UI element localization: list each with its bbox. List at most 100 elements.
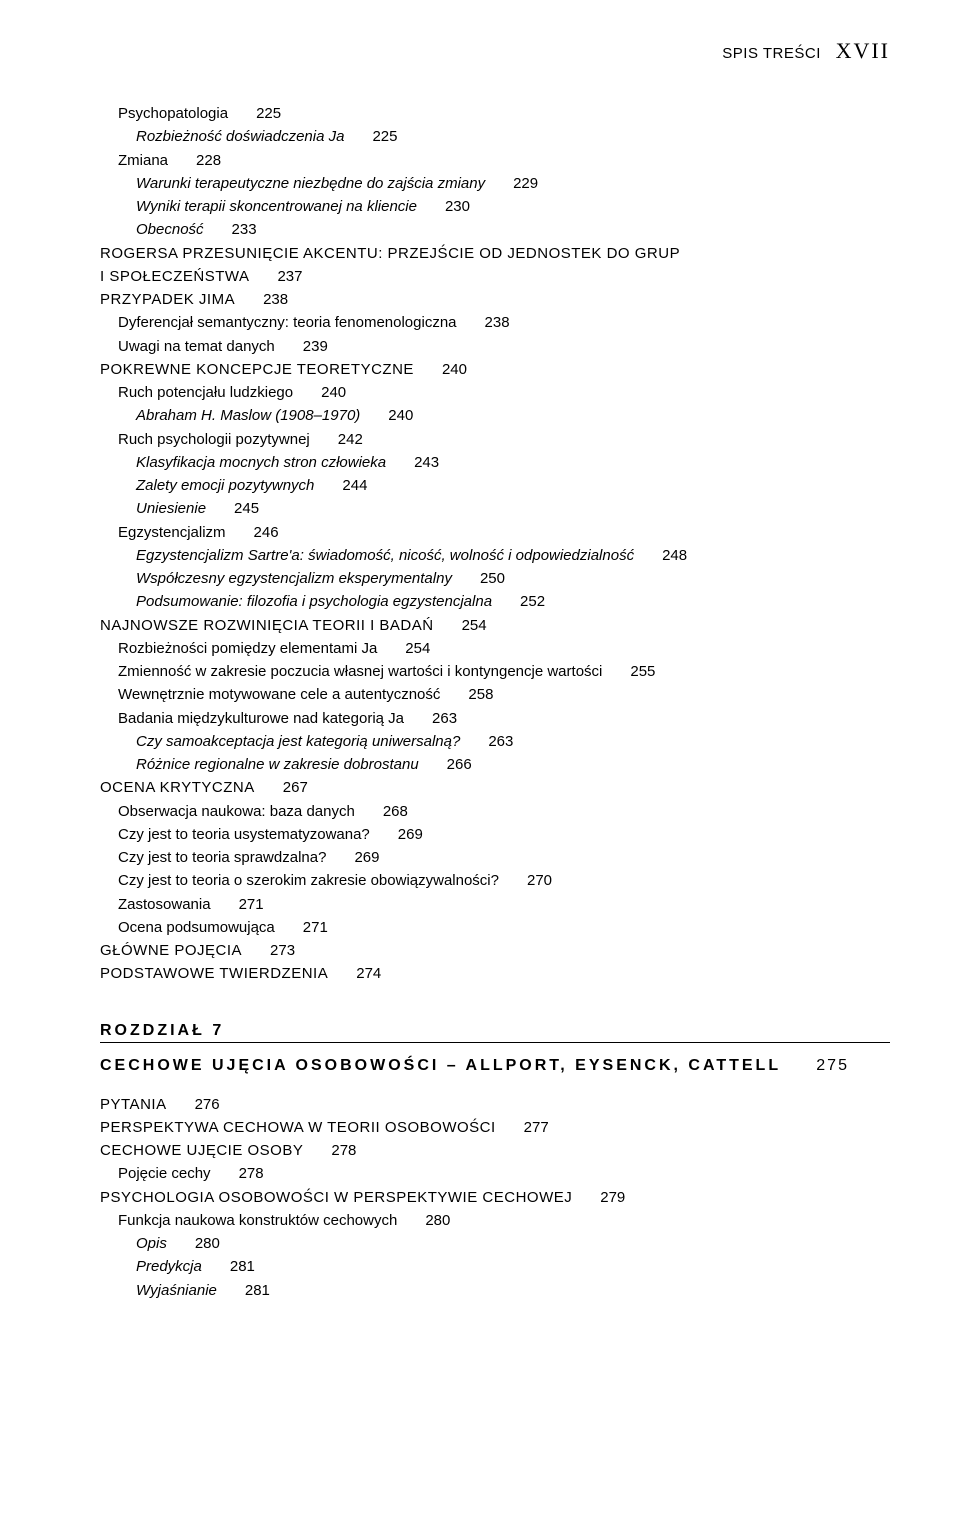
toc-text: Rozbieżność doświadczenia Ja xyxy=(136,128,344,145)
toc-line: Czy jest to teoria sprawdzalna?269 xyxy=(100,846,890,869)
toc-line: Ruch potencjału ludzkiego240 xyxy=(100,381,890,404)
toc-text: Dyferencjał semantyczny: teoria fenomeno… xyxy=(118,314,457,331)
toc-page: 255 xyxy=(630,663,655,680)
chapter-page: 275 xyxy=(816,1057,849,1074)
toc-text: ROGERSA PRZESUNIĘCIE AKCENTU: PRZEJŚCIE … xyxy=(100,245,680,262)
toc-text: Wyniki terapii skoncentrowanej na klienc… xyxy=(136,198,417,215)
page: SPIS TREŚCI XVII Psychopatologia225Rozbi… xyxy=(0,0,960,1522)
toc-line: Zastosowania271 xyxy=(100,893,890,916)
toc-line: PERSPEKTYWA CECHOWA W TEORII OSOBOWOŚCI2… xyxy=(100,1116,890,1139)
toc-line: Podsumowanie: filozofia i psychologia eg… xyxy=(100,590,890,613)
toc-text: PYTANIA xyxy=(100,1096,167,1113)
toc-text: Abraham H. Maslow (1908–1970) xyxy=(136,407,360,424)
toc-line: Rozbieżność doświadczenia Ja 225 xyxy=(100,125,890,148)
header-label: SPIS TREŚCI xyxy=(722,45,821,62)
toc-page: 248 xyxy=(662,547,687,564)
toc-page: 258 xyxy=(468,686,493,703)
toc-text: Psychopatologia xyxy=(118,105,228,122)
toc-text: Zastosowania xyxy=(118,896,211,913)
toc-line: CECHOWE UJĘCIE OSOBY 278 xyxy=(100,1139,890,1162)
toc-text: I SPOŁECZEŃSTWA xyxy=(100,268,249,285)
toc-line: Warunki terapeutyczne niezbędne do zajśc… xyxy=(100,172,890,195)
toc-page: 242 xyxy=(338,431,363,448)
toc-line: Wewnętrznie motywowane cele a autentyczn… xyxy=(100,683,890,706)
toc-page: 250 xyxy=(480,570,505,587)
toc-text: Zmienność w zakresie poczucia własnej wa… xyxy=(118,663,602,680)
toc-line: PSYCHOLOGIA OSOBOWOŚCI W PERSPEKTYWIE CE… xyxy=(100,1186,890,1209)
toc-page: 276 xyxy=(195,1096,220,1113)
toc-line: Pojęcie cechy278 xyxy=(100,1162,890,1185)
toc-line: Ocena podsumowująca271 xyxy=(100,916,890,939)
toc-line: Czy jest to teoria o szerokim zakresie o… xyxy=(100,869,890,892)
toc-text: PSYCHOLOGIA OSOBOWOŚCI W PERSPEKTYWIE CE… xyxy=(100,1189,572,1206)
toc-page: 281 xyxy=(230,1258,255,1275)
toc-text: Czy jest to teoria usystematyzowana? xyxy=(118,826,370,843)
toc-line: Czy samoakceptacja jest kategorią uniwer… xyxy=(100,730,890,753)
toc-page: 237 xyxy=(277,268,302,285)
toc-page: 246 xyxy=(254,524,279,541)
toc-page: 271 xyxy=(303,919,328,936)
toc-page: 238 xyxy=(485,314,510,331)
toc-text: Uniesienie xyxy=(136,500,206,517)
toc-text: CECHOWE UJĘCIE OSOBY xyxy=(100,1142,303,1159)
toc-page: 273 xyxy=(270,942,295,959)
toc-line: Egzystencjalizm Sartre'a: świadomość, ni… xyxy=(100,544,890,567)
toc-line: ROGERSA PRZESUNIĘCIE AKCENTU: PRZEJŚCIE … xyxy=(100,242,890,265)
chapter-heading: CECHOWE UJĘCIA OSOBOWOŚCI – ALLPORT, EYS… xyxy=(100,1057,890,1075)
toc-page: 279 xyxy=(600,1189,625,1206)
toc-line: NAJNOWSZE ROZWINIĘCIA TEORII I BADAŃ254 xyxy=(100,614,890,637)
toc-page: 228 xyxy=(196,152,221,169)
toc-page: 267 xyxy=(283,779,308,796)
toc-text: Czy jest to teoria o szerokim zakresie o… xyxy=(118,872,499,889)
chapter-title-text: CECHOWE UJĘCIA OSOBOWOŚCI – ALLPORT, EYS… xyxy=(100,1057,781,1074)
toc-page: 230 xyxy=(445,198,470,215)
toc-line: Badania międzykulturowe nad kategorią Ja… xyxy=(100,707,890,730)
toc-text: Badania międzykulturowe nad kategorią Ja xyxy=(118,710,404,727)
toc-line: Zalety emocji pozytywnych244 xyxy=(100,474,890,497)
toc-line: Wyniki terapii skoncentrowanej na klienc… xyxy=(100,195,890,218)
toc-text: Czy samoakceptacja jest kategorią uniwer… xyxy=(136,733,460,750)
toc-page: 240 xyxy=(388,407,413,424)
toc-line: Ruch psychologii pozytywnej242 xyxy=(100,428,890,451)
toc-page: 278 xyxy=(331,1142,356,1159)
toc-page: 266 xyxy=(447,756,472,773)
toc-line: PRZYPADEK JIMA238 xyxy=(100,288,890,311)
toc-page: 281 xyxy=(245,1282,270,1299)
toc-page: 280 xyxy=(425,1212,450,1229)
toc-line: POKREWNE KONCEPCJE TEORETYCZNE 240 xyxy=(100,358,890,381)
toc-text: Ruch potencjału ludzkiego xyxy=(118,384,293,401)
toc-line: GŁÓWNE POJĘCIA273 xyxy=(100,939,890,962)
toc-text: POKREWNE KONCEPCJE TEORETYCZNE xyxy=(100,361,414,378)
toc-text: PERSPEKTYWA CECHOWA W TEORII OSOBOWOŚCI xyxy=(100,1119,496,1136)
toc-text: Egzystencjalizm xyxy=(118,524,226,541)
toc-line: Abraham H. Maslow (1908–1970) 240 xyxy=(100,404,890,427)
toc-page: 244 xyxy=(342,477,367,494)
toc-line: Wyjaśnianie 281 xyxy=(100,1279,890,1302)
toc-page: 225 xyxy=(256,105,281,122)
toc-text: PRZYPADEK JIMA xyxy=(100,291,235,308)
toc-line: Współczesny egzystencjalizm eksperymenta… xyxy=(100,567,890,590)
toc-text: Rozbieżności pomiędzy elementami Ja xyxy=(118,640,377,657)
toc-line: I SPOŁECZEŃSTWA 237 xyxy=(100,265,890,288)
toc-text: Czy jest to teoria sprawdzalna? xyxy=(118,849,326,866)
toc-page: 239 xyxy=(303,338,328,355)
toc-line: PODSTAWOWE TWIERDZENIA274 xyxy=(100,962,890,985)
toc-text: Obecność xyxy=(136,221,204,238)
toc-text: Wyjaśnianie xyxy=(136,1282,217,1299)
toc-line: Funkcja naukowa konstruktów cechowych 280 xyxy=(100,1209,890,1232)
toc-page: 240 xyxy=(442,361,467,378)
toc-page: 280 xyxy=(195,1235,220,1252)
toc-page: 263 xyxy=(432,710,457,727)
toc-page: 243 xyxy=(414,454,439,471)
toc-block-2: PYTANIA 276 PERSPEKTYWA CECHOWA W TEORII O… xyxy=(100,1093,890,1302)
toc-text: Opis xyxy=(136,1235,167,1252)
toc-line: Rozbieżności pomiędzy elementami Ja254 xyxy=(100,637,890,660)
toc-line: Klasyfikacja mocnych stron człowieka243 xyxy=(100,451,890,474)
toc-page: 225 xyxy=(372,128,397,145)
toc-line: Czy jest to teoria usystematyzowana?269 xyxy=(100,823,890,846)
header-roman: XVII xyxy=(836,38,890,63)
toc-text: Współczesny egzystencjalizm eksperymenta… xyxy=(136,570,452,587)
toc-text: Funkcja naukowa konstruktów cechowych xyxy=(118,1212,397,1229)
toc-text: Obserwacja naukowa: baza danych xyxy=(118,803,355,820)
toc-page: 252 xyxy=(520,593,545,610)
